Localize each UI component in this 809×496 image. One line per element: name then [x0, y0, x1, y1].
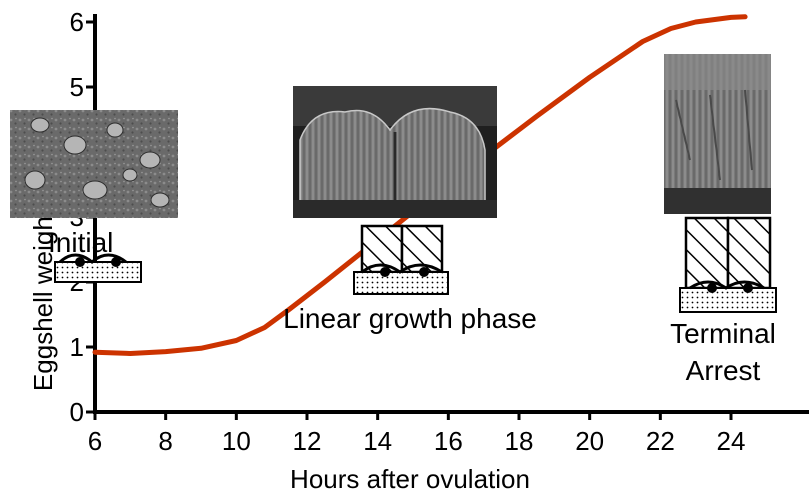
y-tick-label: 0: [70, 397, 84, 427]
annotation-linear-growth: Linear growth phase: [283, 303, 537, 334]
x-tick-label: 6: [88, 426, 102, 456]
sem-terminal-arrest-icon: [664, 54, 771, 214]
x-tick-label: 14: [363, 426, 392, 456]
schematic-linear-icon: [353, 224, 449, 295]
x-tick-label: 10: [222, 426, 251, 456]
y-tick-label: 1: [70, 332, 84, 362]
x-tick-label: 16: [434, 426, 463, 456]
x-tick-label: 24: [717, 426, 746, 456]
y-tick-label: 6: [70, 7, 84, 37]
x-tick-label: 20: [575, 426, 604, 456]
y-axis-title: Eggshell weight: [28, 208, 58, 391]
x-tick-label: 18: [505, 426, 534, 456]
x-tick-label: 12: [293, 426, 322, 456]
y-tick-label: 5: [70, 72, 84, 102]
sem-initial-stage-icon: [10, 110, 178, 218]
schematic-terminal-icon: [679, 216, 777, 313]
sem-linear-growth-icon: [293, 86, 497, 218]
axis-ticks: 6810121416182022240123456: [70, 7, 746, 456]
schematic-initial-icon: [54, 253, 142, 283]
annotation-initial: Initial: [48, 227, 113, 258]
eggshell-weight-line: [92, 14, 748, 356]
annotation-arrest: Arrest: [686, 355, 761, 386]
x-tick-label: 8: [158, 426, 172, 456]
x-tick-label: 22: [646, 426, 675, 456]
annotation-terminal: Terminal: [670, 318, 776, 349]
x-axis-title: Hours after ovulation: [290, 464, 530, 494]
